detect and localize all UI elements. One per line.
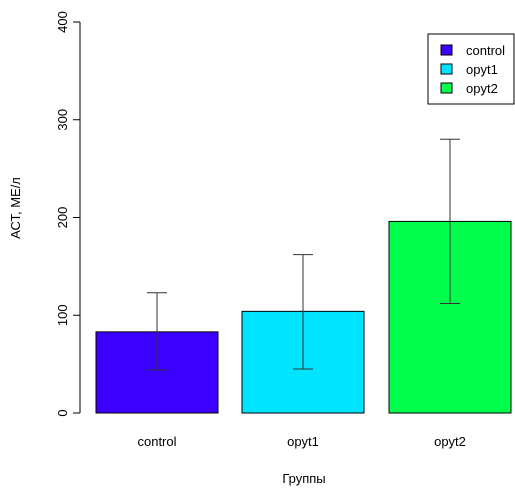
y-tick-label: 400 bbox=[55, 11, 70, 33]
x-tick-label: opyt1 bbox=[287, 434, 319, 449]
y-tick-label: 0 bbox=[55, 409, 70, 416]
error-bars bbox=[147, 138, 460, 371]
legend-label: opyt1 bbox=[466, 62, 498, 77]
x-tick-label: control bbox=[137, 434, 176, 449]
legend-swatch bbox=[440, 63, 453, 75]
y-axis: 0 100 200 300 400 bbox=[55, 11, 81, 417]
x-tick-label: opyt2 bbox=[434, 434, 466, 449]
bars bbox=[95, 220, 512, 414]
y-axis-label: АСТ, МЕ/л bbox=[8, 177, 23, 239]
y-tick-label: 300 bbox=[55, 109, 70, 131]
legend-label: opyt2 bbox=[466, 81, 498, 96]
legend: control opyt1 opyt2 bbox=[427, 33, 515, 105]
y-tick-label: 100 bbox=[55, 304, 70, 326]
x-axis-label: Группы bbox=[282, 471, 325, 486]
y-tick-label: 200 bbox=[55, 207, 70, 229]
legend-swatch bbox=[440, 44, 453, 56]
x-tick-labels: control opyt1 opyt2 bbox=[137, 434, 465, 449]
legend-label: control bbox=[466, 43, 505, 58]
legend-swatch bbox=[440, 82, 453, 94]
